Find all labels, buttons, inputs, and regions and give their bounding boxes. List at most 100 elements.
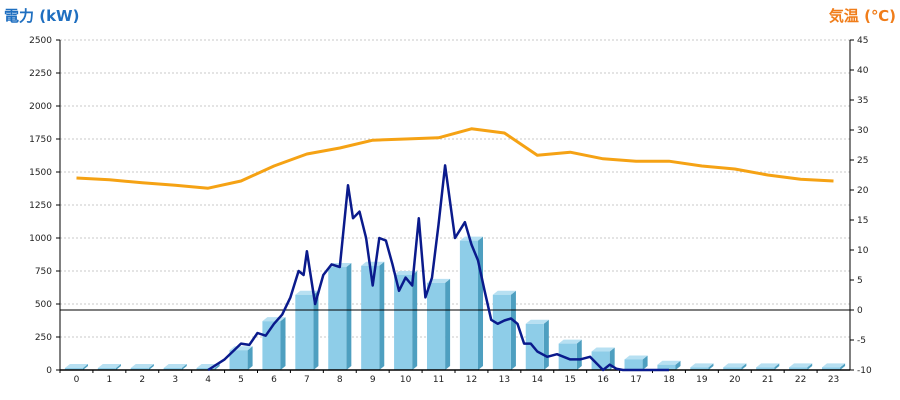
x-tick-label: 20 bbox=[729, 375, 741, 385]
bar-face bbox=[657, 364, 676, 370]
bar-side bbox=[83, 364, 89, 370]
bar-top bbox=[558, 339, 582, 344]
power-bar bbox=[229, 346, 253, 370]
x-tick-label: 1 bbox=[107, 375, 113, 385]
bar-side bbox=[148, 364, 154, 370]
bar-side bbox=[510, 290, 516, 370]
bar-top bbox=[130, 364, 154, 368]
bar-side bbox=[543, 319, 549, 370]
power-bar bbox=[756, 363, 780, 370]
y-right-tick-label: 25 bbox=[857, 156, 868, 166]
y-right-tick-label: -10 bbox=[857, 366, 872, 376]
x-tick-label: 9 bbox=[370, 375, 376, 385]
bar-face bbox=[394, 274, 413, 370]
bar-side bbox=[214, 364, 220, 370]
x-tick-label: 5 bbox=[238, 375, 244, 385]
bar-side bbox=[840, 363, 846, 370]
y-left-label: 電力 (kW) bbox=[4, 7, 79, 25]
x-tick-label: 14 bbox=[532, 375, 544, 385]
bar-face bbox=[229, 350, 248, 370]
bar-side bbox=[280, 317, 286, 370]
bar-top bbox=[821, 363, 846, 368]
y-left-tick-label: 1000 bbox=[29, 234, 52, 244]
x-tick-label: 18 bbox=[663, 375, 675, 385]
power-bar bbox=[525, 319, 549, 370]
bar-face bbox=[459, 240, 479, 370]
y-right-tick-label: 40 bbox=[857, 66, 869, 76]
grid-lines bbox=[60, 39, 850, 338]
x-tick-label: 19 bbox=[696, 375, 708, 385]
y-right-tick-label: 30 bbox=[857, 126, 869, 136]
bar-face bbox=[690, 367, 709, 370]
y-right-tick-label: 35 bbox=[857, 96, 868, 106]
power-bar bbox=[361, 261, 385, 370]
bar-side bbox=[313, 290, 319, 370]
bar-face bbox=[130, 368, 149, 370]
power-bar bbox=[64, 364, 89, 370]
bar-face bbox=[558, 343, 577, 370]
y-left-tick-label: 1750 bbox=[29, 135, 52, 145]
y-right-tick-label: 45 bbox=[857, 36, 868, 46]
bar-top bbox=[361, 261, 385, 266]
power-bars bbox=[64, 236, 846, 370]
bar-face bbox=[295, 294, 314, 370]
bar-side bbox=[379, 261, 385, 370]
bar-face bbox=[64, 368, 84, 370]
x-tick-label: 0 bbox=[74, 375, 80, 385]
bar-face bbox=[591, 351, 610, 370]
y-left-tick-label: 2500 bbox=[29, 36, 52, 46]
x-tick-label: 22 bbox=[795, 375, 806, 385]
bar-side bbox=[576, 339, 582, 370]
bar-side bbox=[346, 263, 352, 370]
bar-side bbox=[247, 346, 253, 370]
bar-side bbox=[741, 363, 747, 370]
power-bar bbox=[459, 236, 484, 370]
bar-top bbox=[591, 347, 615, 352]
x-tick-label: 8 bbox=[337, 375, 343, 385]
x-tick-label: 12 bbox=[466, 375, 477, 385]
y-left-tick-label: 2000 bbox=[29, 102, 52, 112]
power-bar bbox=[624, 355, 648, 370]
y-right-tick-label: -5 bbox=[857, 336, 866, 346]
power-bar bbox=[690, 363, 714, 370]
y-left-tick-label: 2250 bbox=[29, 69, 52, 79]
power-bar bbox=[163, 364, 187, 370]
x-tick-label: 2 bbox=[139, 375, 145, 385]
bar-face bbox=[328, 267, 347, 370]
bar-top bbox=[624, 355, 648, 360]
tick-labels: 02505007501000125015001750200022502500-1… bbox=[29, 36, 872, 385]
bar-face bbox=[723, 367, 742, 370]
power-bar bbox=[723, 363, 747, 370]
x-tick-label: 11 bbox=[433, 375, 444, 385]
bar-top bbox=[394, 270, 418, 275]
y-right-tick-label: 20 bbox=[857, 186, 869, 196]
y-left-tick-label: 0 bbox=[46, 366, 52, 376]
y-right-tick-label: 5 bbox=[857, 276, 863, 286]
power-line bbox=[207, 164, 669, 372]
bar-top bbox=[426, 278, 451, 283]
bar-side bbox=[181, 364, 187, 370]
x-tick-label: 15 bbox=[564, 375, 575, 385]
y-left-tick-label: 1500 bbox=[29, 168, 52, 178]
power-series bbox=[207, 164, 669, 372]
bar-face bbox=[492, 294, 511, 370]
bar-top bbox=[789, 363, 813, 368]
power-bar bbox=[492, 290, 516, 370]
bar-face bbox=[624, 359, 643, 370]
bar-face bbox=[196, 368, 215, 370]
bar-top bbox=[459, 236, 484, 241]
power-bar bbox=[295, 290, 319, 370]
x-tick-label: 4 bbox=[205, 375, 211, 385]
bar-top bbox=[657, 360, 681, 365]
bar-side bbox=[675, 360, 681, 370]
x-tick-label: 21 bbox=[762, 375, 773, 385]
bar-top bbox=[723, 363, 747, 368]
bar-top bbox=[64, 364, 89, 368]
bar-top bbox=[756, 363, 780, 368]
bar-side bbox=[445, 278, 451, 370]
bar-side bbox=[412, 270, 418, 370]
y-left-tick-label: 1250 bbox=[29, 201, 52, 211]
bar-face bbox=[756, 367, 775, 370]
bar-face bbox=[789, 367, 808, 370]
